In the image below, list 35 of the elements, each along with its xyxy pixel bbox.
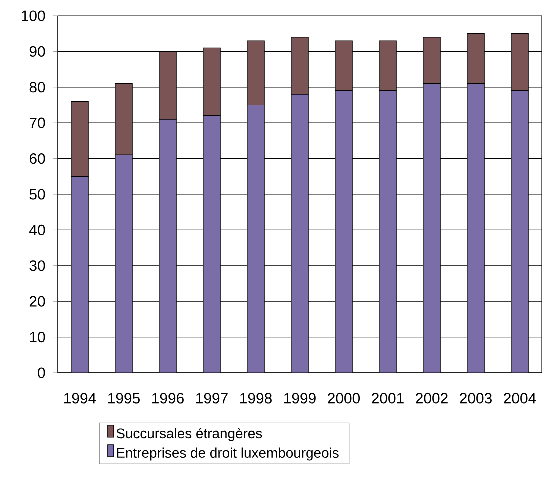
bar	[159, 119, 177, 373]
bar	[115, 154, 133, 373]
legend-label: Entreprises de droit luxembourgeois	[117, 448, 339, 461]
bar	[203, 116, 221, 373]
legend-label: Succursales étrangères	[116, 428, 262, 442]
x-tick-label: 1999	[284, 393, 316, 404]
x-tick-label: 1994	[64, 393, 96, 404]
bar	[71, 176, 89, 373]
x-tick-label: 2003	[460, 393, 492, 404]
bar	[247, 104, 265, 373]
y-tick-label: 40	[30, 224, 46, 236]
bar	[423, 84, 441, 373]
bar	[291, 94, 309, 373]
bar	[379, 90, 397, 373]
bar	[511, 90, 529, 373]
y-tick-label: 80	[30, 82, 46, 93]
bar	[467, 84, 485, 373]
y-tick-label: 0	[38, 368, 46, 378]
x-tick-label: 1997	[196, 393, 228, 404]
y-tick-label: 10	[30, 332, 46, 343]
bar	[335, 90, 353, 373]
y-tick-label: 50	[30, 189, 46, 200]
y-tick-label: 100	[22, 10, 46, 22]
y-tick-label: 70	[30, 118, 46, 128]
x-tick-label: 2001	[372, 393, 404, 404]
x-tick-label: 2002	[416, 393, 448, 404]
y-tick-label: 90	[30, 46, 46, 57]
x-tick-label: 2004	[504, 393, 536, 404]
y-tick-label: 30	[30, 260, 46, 272]
y-tick-label: 20	[30, 296, 46, 307]
x-tick-label: 2000	[328, 393, 360, 404]
x-tick-label: 1995	[108, 393, 140, 404]
x-tick-label: 1998	[240, 393, 272, 404]
x-tick-label: 1996	[152, 393, 184, 404]
y-tick-label: 60	[30, 154, 46, 164]
